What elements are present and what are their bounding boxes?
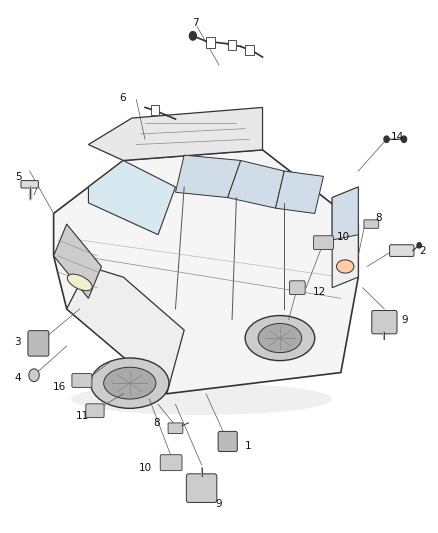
Circle shape [29, 369, 39, 382]
Ellipse shape [91, 358, 169, 408]
Polygon shape [332, 187, 358, 288]
Text: 3: 3 [14, 337, 21, 347]
Polygon shape [67, 266, 184, 394]
Polygon shape [276, 171, 323, 214]
FancyBboxPatch shape [186, 474, 217, 503]
Ellipse shape [258, 324, 302, 353]
FancyBboxPatch shape [160, 455, 182, 471]
FancyBboxPatch shape [86, 404, 104, 418]
Polygon shape [53, 224, 102, 298]
Text: 8: 8 [154, 418, 160, 428]
FancyBboxPatch shape [290, 281, 305, 295]
FancyBboxPatch shape [21, 181, 39, 188]
Polygon shape [88, 160, 176, 235]
FancyBboxPatch shape [364, 220, 379, 228]
Polygon shape [88, 108, 262, 160]
Text: 9: 9 [402, 314, 408, 325]
Text: 16: 16 [53, 382, 66, 392]
FancyBboxPatch shape [206, 37, 215, 47]
Text: 9: 9 [215, 499, 223, 509]
Circle shape [384, 136, 389, 142]
Ellipse shape [336, 260, 354, 273]
Ellipse shape [67, 274, 92, 290]
Text: 11: 11 [76, 411, 89, 421]
Circle shape [417, 243, 421, 248]
Text: 4: 4 [14, 373, 21, 383]
Ellipse shape [71, 383, 332, 415]
FancyBboxPatch shape [245, 45, 254, 55]
Polygon shape [176, 155, 241, 198]
FancyBboxPatch shape [28, 330, 49, 356]
Text: 2: 2 [419, 246, 426, 256]
Text: 10: 10 [138, 463, 152, 473]
Ellipse shape [104, 367, 156, 399]
FancyBboxPatch shape [390, 245, 414, 256]
Text: 8: 8 [376, 213, 382, 223]
Text: 5: 5 [15, 172, 22, 182]
FancyBboxPatch shape [72, 374, 92, 387]
Polygon shape [332, 187, 358, 240]
Text: 14: 14 [391, 132, 404, 142]
FancyBboxPatch shape [151, 105, 159, 115]
Ellipse shape [245, 316, 315, 361]
FancyBboxPatch shape [218, 431, 237, 451]
FancyBboxPatch shape [168, 423, 183, 433]
Text: 10: 10 [336, 232, 350, 243]
FancyBboxPatch shape [314, 236, 333, 249]
Text: 7: 7 [192, 18, 198, 28]
Polygon shape [53, 150, 358, 394]
Circle shape [401, 136, 406, 142]
FancyBboxPatch shape [228, 39, 237, 50]
Text: 1: 1 [245, 441, 252, 451]
Text: 12: 12 [313, 287, 326, 297]
Circle shape [189, 31, 196, 40]
FancyBboxPatch shape [372, 311, 397, 334]
Text: 6: 6 [119, 93, 125, 103]
Polygon shape [228, 160, 284, 208]
